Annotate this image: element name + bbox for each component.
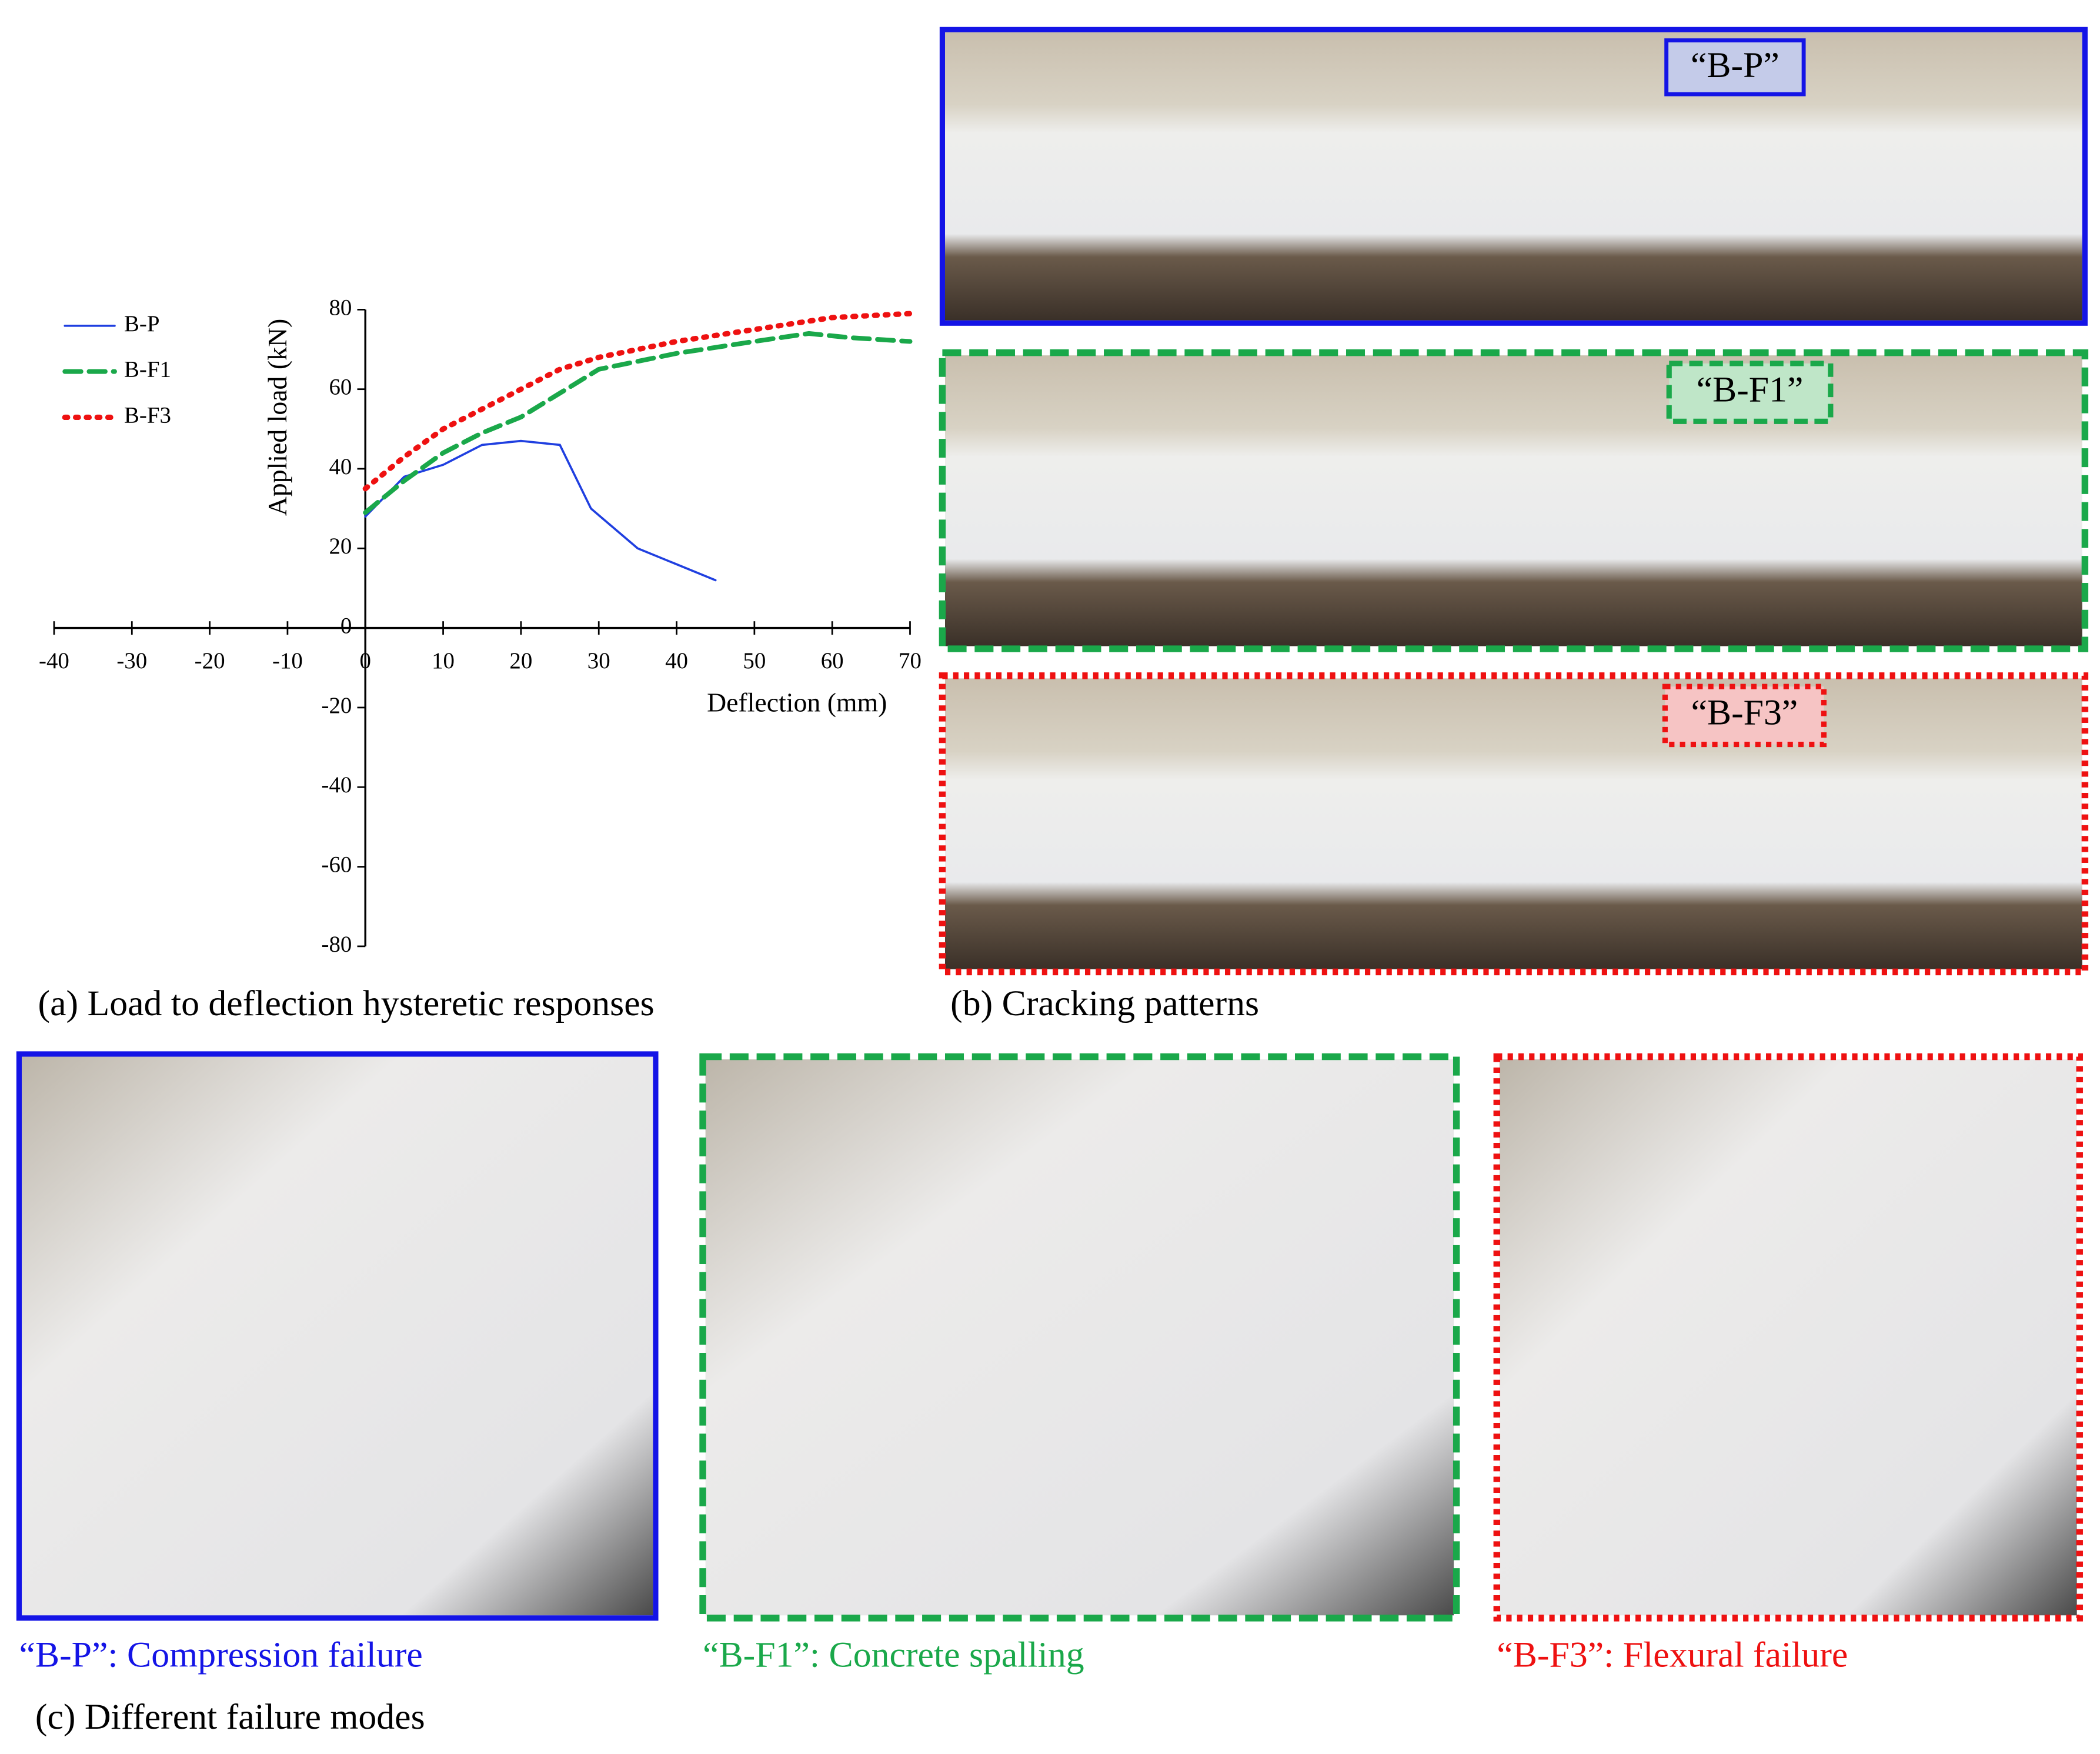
x-tick-label: 50 [743, 648, 766, 673]
caption: “B-F1”: Concrete spalling [703, 1635, 1084, 1675]
x-tick-label: 30 [587, 648, 610, 673]
y-tick-label: -60 [322, 852, 352, 877]
y-tick-label: -40 [322, 772, 352, 798]
line-series [364, 439, 717, 582]
y-tick-label: 60 [329, 375, 352, 400]
legend-label: B-F3 [124, 402, 171, 428]
line-series [363, 331, 913, 515]
x-tick-label: 20 [509, 648, 532, 673]
x-tick-label: -30 [116, 648, 147, 673]
photo-failure-b-f3 [1493, 1053, 2083, 1622]
x-tick-label: 60 [821, 648, 844, 673]
x-tick-label: 70 [899, 648, 922, 673]
x-tick-label: -10 [272, 648, 303, 673]
photo-b-f3: “B-F3” [939, 672, 2089, 976]
line-series [362, 311, 913, 492]
legend-label: B-F1 [124, 357, 171, 382]
x-tick-label: -20 [195, 648, 225, 673]
y-tick-label: 80 [329, 295, 352, 320]
x-tick-label: -40 [39, 648, 69, 673]
photo-label: “B-F1” [1697, 369, 1804, 409]
caption: (c) Different failure modes [35, 1697, 425, 1737]
legend-label: B-P [124, 311, 160, 336]
caption: “B-P”: Compression failure [19, 1635, 422, 1675]
y-axis-title: Applied load (kN) [262, 319, 292, 516]
x-axis-title: Deflection (mm) [707, 688, 887, 718]
caption: (b) Cracking patterns [950, 983, 1259, 1023]
photo-label: “B-F3” [1691, 693, 1798, 733]
photo-label: “B-P” [1691, 45, 1780, 85]
photo-failure-b-f1 [699, 1053, 1460, 1622]
caption: (a) Load to deflection hysteretic respon… [38, 983, 654, 1023]
y-tick-label: -80 [322, 932, 352, 957]
x-tick-label: 10 [432, 648, 455, 673]
photo-b-f1: “B-F1” [939, 349, 2089, 652]
y-tick-label: 40 [329, 454, 352, 479]
caption: “B-F3”: Flexural failure [1497, 1635, 1848, 1675]
x-tick-label: 40 [665, 648, 688, 673]
photo-b-p: “B-P” [939, 26, 2088, 326]
y-tick-label: -20 [322, 693, 352, 718]
x-tick-label: 0 [360, 648, 371, 673]
photo-failure-b-p [16, 1051, 659, 1621]
y-tick-label: 20 [329, 533, 352, 559]
y-tick-label: 0 [340, 613, 352, 639]
